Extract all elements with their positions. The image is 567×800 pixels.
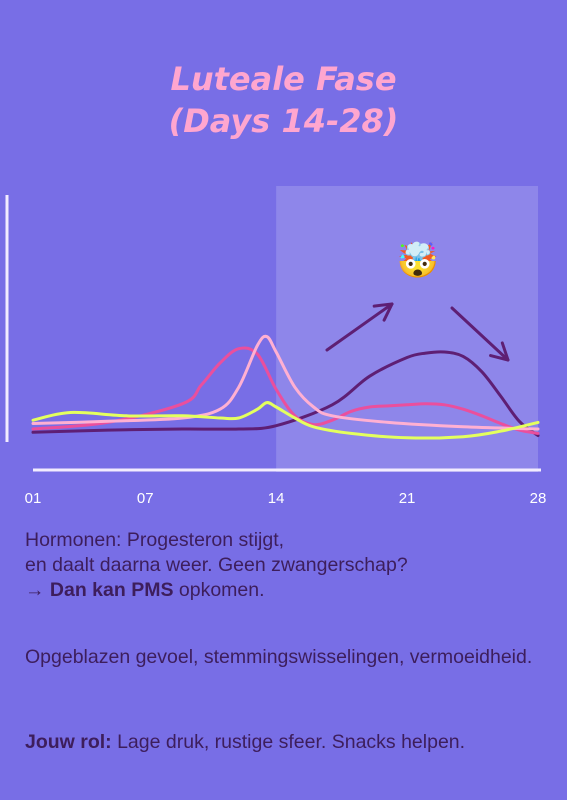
arrow-text: → — [25, 579, 50, 601]
series-line-4 — [31, 401, 540, 440]
x-tick-label-5: 28 — [530, 490, 547, 507]
page-title: Luteale Fase (Days 14-28) — [0, 58, 567, 142]
exploding-head-emoji: 🤯 — [397, 241, 439, 280]
x-tick-label-1: 01 — [25, 490, 42, 507]
role-text: Jouw rol: Lage druk, rustige sfeer. Snac… — [25, 730, 550, 755]
arrow-up-shaft — [325, 302, 394, 352]
pms-rest-text: opkomen. — [173, 579, 265, 601]
hormone-chart: 🤯 01 07 14 21 28 — [5, 186, 547, 507]
series-line-1 — [31, 350, 540, 438]
role-description: Lage druk, rustige sfeer. Snacks helpen. — [111, 731, 466, 753]
pms-line: → Dan kan PMS opkomen. — [25, 578, 550, 603]
arrow-up-head — [372, 302, 394, 322]
hormones-line-2: en daalt daarna weer. Geen zwangerschap? — [25, 554, 408, 576]
title-line-1: Luteale Fase — [170, 60, 397, 98]
role-label: Jouw rol: — [25, 731, 112, 753]
arrow-down-head — [489, 341, 510, 362]
arrow-down-shaft — [450, 306, 510, 362]
hormones-line-1: Hormonen: Progesteron stijgt, — [25, 529, 285, 551]
series-line-3 — [31, 334, 540, 431]
hormones-text: Hormonen: Progesteron stijgt, en daalt d… — [25, 528, 550, 603]
x-tick-label-2: 07 — [137, 490, 154, 507]
title-line-2: (Days 14-28) — [168, 102, 399, 140]
pms-bold-text: Dan kan PMS — [49, 579, 174, 601]
x-tick-label-4: 21 — [399, 490, 416, 507]
symptoms-text: Opgeblazen gevoel, stemmingswisselingen,… — [25, 646, 533, 668]
x-tick-label-3: 14 — [268, 490, 285, 507]
